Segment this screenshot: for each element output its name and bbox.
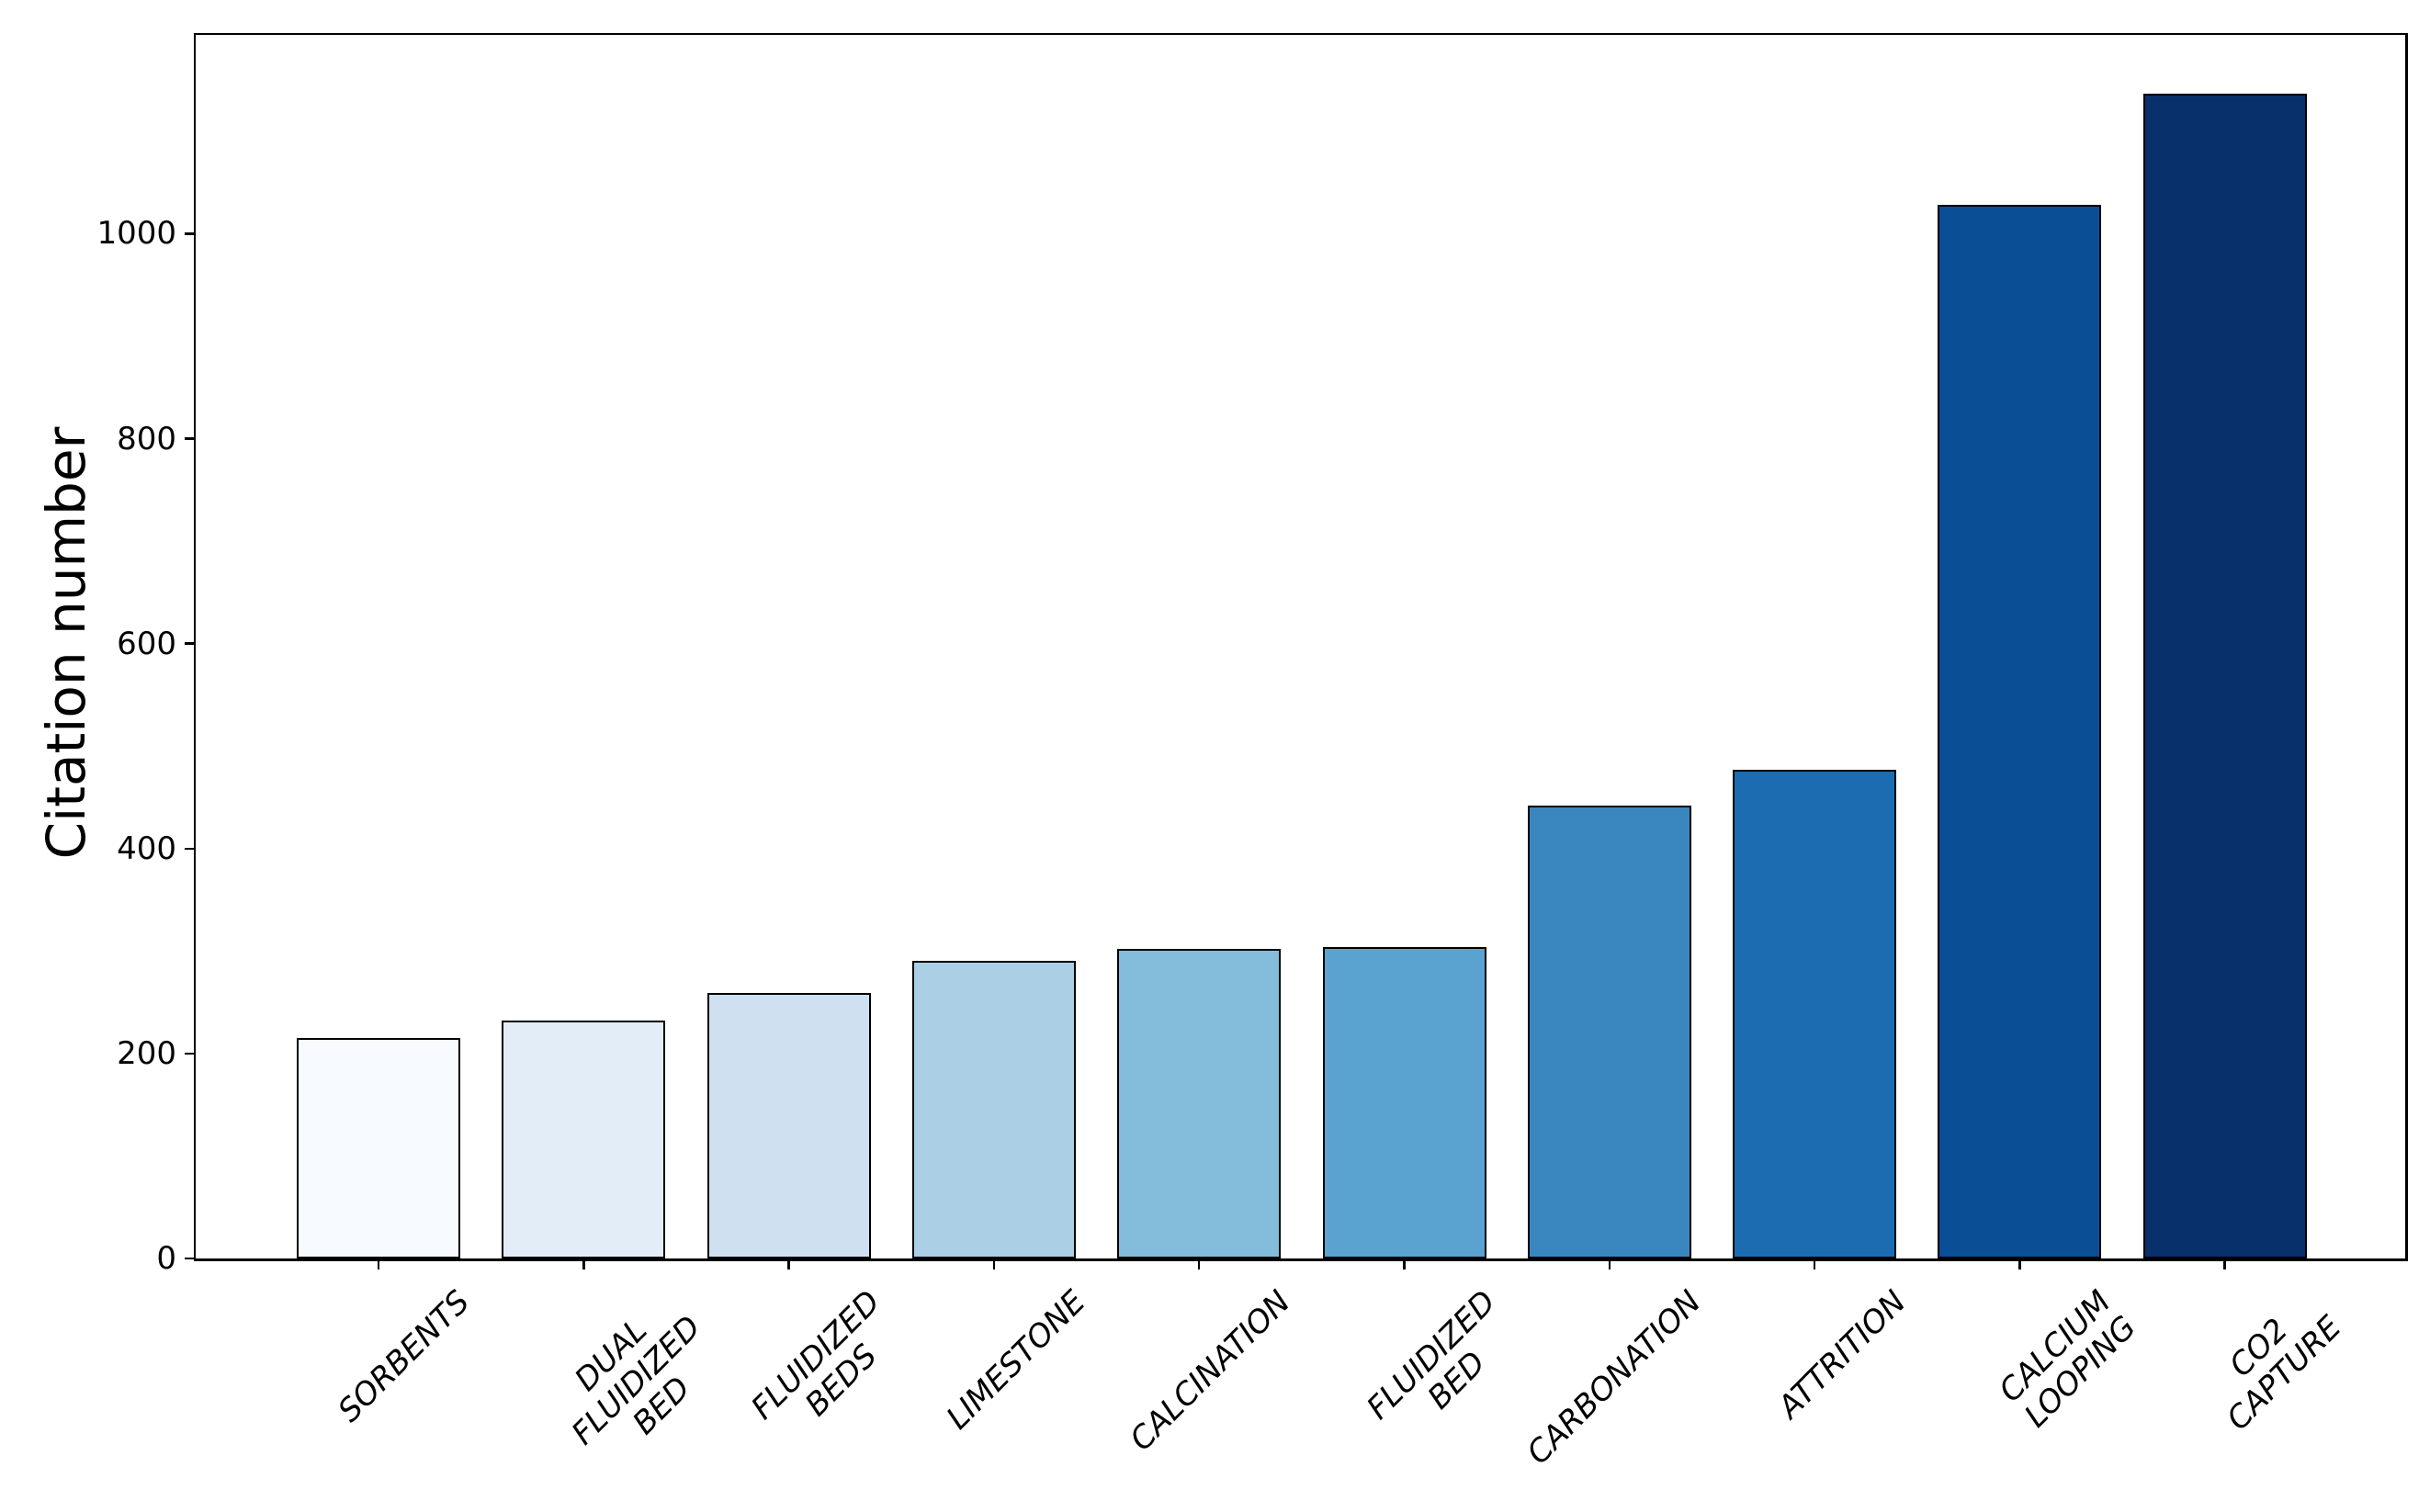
x-tick-label: SORBENTS [331, 1283, 478, 1430]
x-tick-mark [2018, 1258, 2021, 1269]
y-tick-mark [185, 642, 196, 645]
x-axis-line [193, 1258, 2408, 1261]
y-tick-mark [185, 1052, 196, 1055]
x-tick-mark [1197, 1258, 1201, 1269]
y-tick-mark [185, 437, 196, 440]
right-spine [2405, 35, 2408, 1261]
y-tick-label: 600 [117, 625, 176, 662]
x-tick-mark [582, 1258, 585, 1269]
x-tick-mark [1813, 1258, 1816, 1269]
x-tick-label: CALCINATION [1123, 1283, 1298, 1459]
bar-4 [1117, 949, 1282, 1258]
x-tick-mark [787, 1258, 790, 1269]
x-tick-label-line: ATTRITION [1770, 1283, 1914, 1427]
y-tick-label: 200 [117, 1034, 176, 1072]
x-tick-label-line: SORBENTS [331, 1283, 478, 1430]
x-tick-label: LIMESTONE [939, 1283, 1093, 1438]
x-tick-label: FLUIDIZED BEDS [744, 1283, 913, 1452]
bar-9 [2142, 94, 2307, 1258]
bar-7 [1733, 770, 1897, 1258]
y-tick-mark [185, 232, 196, 235]
x-tick-mark [377, 1258, 380, 1269]
bar-2 [706, 993, 871, 1258]
y-tick-label: 400 [117, 829, 176, 867]
y-tick-label: 0 [156, 1240, 176, 1277]
x-tick-label: CARBONATION [1520, 1283, 1709, 1473]
x-tick-label: CO2 CAPTURE [2196, 1284, 2349, 1438]
x-tick-label-line: CALCINATION [1123, 1283, 1298, 1459]
x-tick-mark [1608, 1258, 1611, 1269]
plot-area [196, 35, 2405, 1258]
x-tick-label: FLUIDIZED BED [1360, 1283, 1529, 1452]
bar-3 [911, 961, 1076, 1258]
x-tick-label: DUAL FLUIDIZED BED [540, 1284, 733, 1477]
y-tick-mark [185, 1257, 196, 1260]
x-tick-mark [992, 1258, 996, 1269]
left-spine [193, 35, 196, 1261]
x-tick-mark [2223, 1258, 2226, 1269]
y-tick-label: 1000 [96, 215, 176, 253]
x-tick-label: ATTRITION [1770, 1283, 1914, 1427]
x-tick-label-line: LIMESTONE [939, 1283, 1093, 1438]
bar-0 [297, 1038, 460, 1258]
x-tick-label-line: CARBONATION [1520, 1283, 1709, 1473]
bar-5 [1322, 947, 1486, 1258]
bar-1 [502, 1021, 666, 1258]
y-tick-label: 800 [117, 420, 176, 457]
x-tick-mark [1403, 1258, 1406, 1269]
top-spine [193, 32, 2408, 35]
bar-6 [1527, 806, 1691, 1258]
bar-8 [1938, 205, 2102, 1258]
y-tick-mark [185, 847, 196, 851]
x-tick-label: CALCIUM LOOPING [1993, 1283, 2144, 1435]
